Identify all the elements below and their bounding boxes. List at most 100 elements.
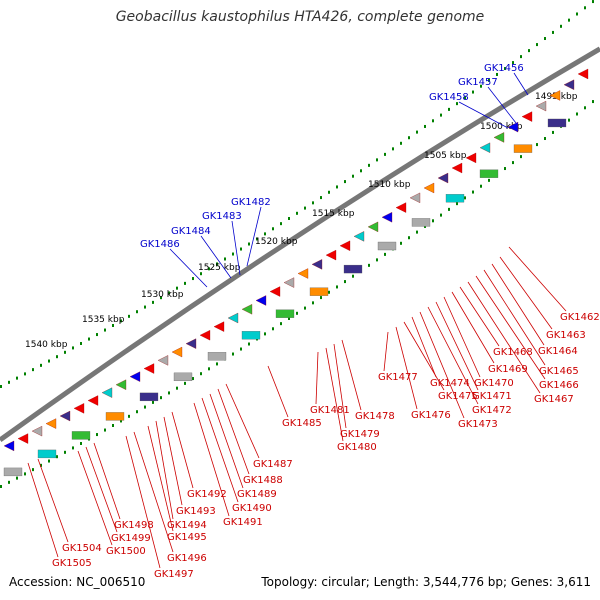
bottom-gene-leader (411, 316, 437, 378)
tick-dot (120, 419, 122, 423)
bottom-gene-label: GK1495 (167, 532, 207, 543)
tick-dot (432, 119, 434, 123)
bottom-gene-leader (93, 442, 121, 520)
tick-dot (392, 147, 394, 151)
tick-dot (40, 363, 42, 367)
gene-arrow (437, 172, 449, 184)
tick-dot (48, 359, 50, 363)
bottom-gene-label: GK1464 (538, 346, 578, 357)
kbp-label: 1530 kbp (141, 290, 184, 300)
tick-dot (536, 43, 538, 47)
tick-dot (368, 263, 370, 267)
tick-dot (112, 324, 114, 328)
tick-dot (144, 305, 146, 309)
tick-dot (264, 232, 266, 236)
gene-block (207, 352, 227, 361)
gene-arrow (3, 440, 15, 452)
kbp-label: 1505 kbp (424, 151, 467, 161)
gene-arrow (101, 387, 113, 398)
gene-arrow (31, 425, 43, 437)
gene-arrow (535, 100, 547, 112)
tick-dot (104, 428, 106, 432)
gene-block (37, 449, 57, 459)
tick-dot (352, 274, 354, 278)
bottom-gene-leader (508, 246, 567, 312)
tick-dot (376, 158, 378, 162)
tick-dot (80, 441, 82, 445)
tick-dot (384, 152, 386, 156)
tick-dot (384, 252, 386, 256)
gene-arrow (143, 363, 155, 374)
tick-dot (72, 346, 74, 350)
gene-arrow (395, 202, 407, 213)
tick-dot (488, 178, 490, 182)
gene-block (343, 264, 363, 274)
top-gene-leader (487, 86, 517, 124)
gene-arrow (507, 121, 519, 133)
kbp-label: 1510 kbp (368, 180, 411, 190)
top-gene-label: GK1483 (202, 211, 242, 222)
tick-dot (240, 347, 242, 351)
bottom-gene-label: GK1474 (430, 378, 470, 389)
gene-arrow (283, 277, 295, 288)
bottom-gene-label: GK1493 (176, 506, 216, 517)
gene-arrow (255, 295, 267, 306)
gene-block (377, 241, 397, 251)
tick-dot (216, 362, 218, 366)
tick-dot (200, 272, 202, 276)
tick-dot (520, 55, 522, 59)
gene-arrow (423, 182, 435, 194)
gene-arrow (493, 132, 505, 143)
bottom-gene-label: GK1481 (310, 405, 350, 416)
gene-arrow (451, 162, 463, 174)
tick-dot (512, 161, 514, 165)
tick-dot (456, 202, 458, 206)
tick-dot (560, 24, 562, 28)
gene-arrow (73, 403, 85, 414)
tick-dot (456, 102, 458, 106)
tick-dot (256, 237, 258, 241)
tick-dot (408, 236, 410, 240)
tick-dot (296, 211, 298, 215)
tick-dot (72, 446, 74, 450)
tick-dot (544, 137, 546, 141)
tick-dot (16, 376, 18, 380)
tick-dot (504, 67, 506, 71)
tick-dot (472, 190, 474, 194)
bottom-gene-leader (125, 435, 161, 569)
bottom-gene-label: GK1485 (282, 418, 322, 429)
tick-dot (328, 190, 330, 194)
accession-text: Accession: NC_006510 (9, 575, 146, 589)
gene-arrow (549, 90, 561, 101)
tick-dot (576, 112, 578, 116)
tick-dot (176, 386, 178, 390)
bottom-gene-leader (341, 339, 362, 411)
tick-dot (48, 459, 50, 463)
bottom-gene-label: GK1494 (167, 520, 207, 531)
bottom-gene-leader (315, 351, 319, 405)
bottom-gene-leader (467, 281, 541, 394)
tick-dot (320, 296, 322, 300)
tick-dot (152, 300, 154, 304)
bottom-gene-leader (459, 286, 500, 347)
gene-block (71, 431, 91, 440)
tick-dot (320, 196, 322, 200)
gene-arrow (241, 304, 253, 315)
tick-dot (304, 306, 306, 310)
bottom-gene-leader (403, 321, 445, 391)
gene-block (445, 194, 465, 203)
topology-text: Topology: circular; Length: 3,544,776 bp… (261, 575, 591, 589)
tick-dot (96, 333, 98, 337)
bottom-gene-label: GK1488 (243, 475, 283, 486)
bottom-gene-label: GK1477 (378, 372, 418, 383)
tick-dot (520, 155, 522, 159)
tick-dot (232, 352, 234, 356)
bottom-gene-leader (325, 347, 344, 442)
tick-dot (208, 267, 210, 271)
top-gene-leader (513, 72, 529, 96)
bottom-gene-label: GK1500 (106, 546, 146, 557)
bottom-gene-label: GK1489 (237, 489, 277, 500)
bottom-gene-leader (85, 446, 118, 533)
bottom-gene-leader (155, 420, 174, 520)
